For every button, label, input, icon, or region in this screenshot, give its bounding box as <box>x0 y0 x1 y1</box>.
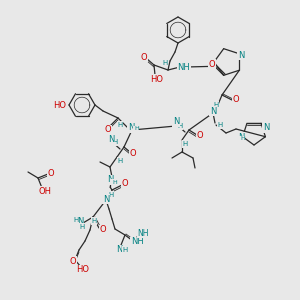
Text: H: H <box>122 247 128 253</box>
Text: NH: NH <box>178 62 190 71</box>
Text: O: O <box>100 226 106 235</box>
Text: H: H <box>117 122 123 128</box>
Text: N: N <box>103 194 109 203</box>
Text: H: H <box>74 217 79 223</box>
Text: N: N <box>173 118 179 127</box>
Text: O: O <box>70 256 76 266</box>
Text: N: N <box>210 106 216 116</box>
Text: H: H <box>218 122 223 128</box>
Text: N: N <box>128 124 134 133</box>
Text: N: N <box>108 134 114 143</box>
Text: H: H <box>92 218 97 224</box>
Text: N: N <box>238 50 244 59</box>
Text: H: H <box>108 192 114 198</box>
Text: N: N <box>77 218 83 226</box>
Text: N: N <box>238 133 244 142</box>
Text: NH: NH <box>137 229 149 238</box>
Text: N: N <box>116 245 122 254</box>
Text: H: H <box>112 139 118 145</box>
Text: O: O <box>197 131 203 140</box>
Text: N: N <box>107 176 113 184</box>
Text: H: H <box>80 224 85 230</box>
Text: O: O <box>105 125 111 134</box>
Text: OH: OH <box>38 187 52 196</box>
Text: HO: HO <box>76 266 89 274</box>
Text: H: H <box>177 123 183 129</box>
Text: N: N <box>263 124 269 133</box>
Text: H: H <box>182 141 188 147</box>
Text: HO: HO <box>151 74 164 83</box>
Text: H: H <box>112 179 117 184</box>
Text: H: H <box>162 60 168 66</box>
Text: O: O <box>122 179 128 188</box>
Text: H: H <box>117 158 123 164</box>
Text: O: O <box>130 148 136 158</box>
Text: HO: HO <box>53 100 66 109</box>
Text: H: H <box>213 102 219 108</box>
Text: O: O <box>233 95 239 104</box>
Text: O: O <box>48 169 54 178</box>
Text: O: O <box>208 60 215 69</box>
Text: H: H <box>134 127 139 131</box>
Text: O: O <box>141 52 147 62</box>
Text: H: H <box>240 136 245 142</box>
Text: NH: NH <box>130 238 143 247</box>
Text: H: H <box>114 245 120 251</box>
